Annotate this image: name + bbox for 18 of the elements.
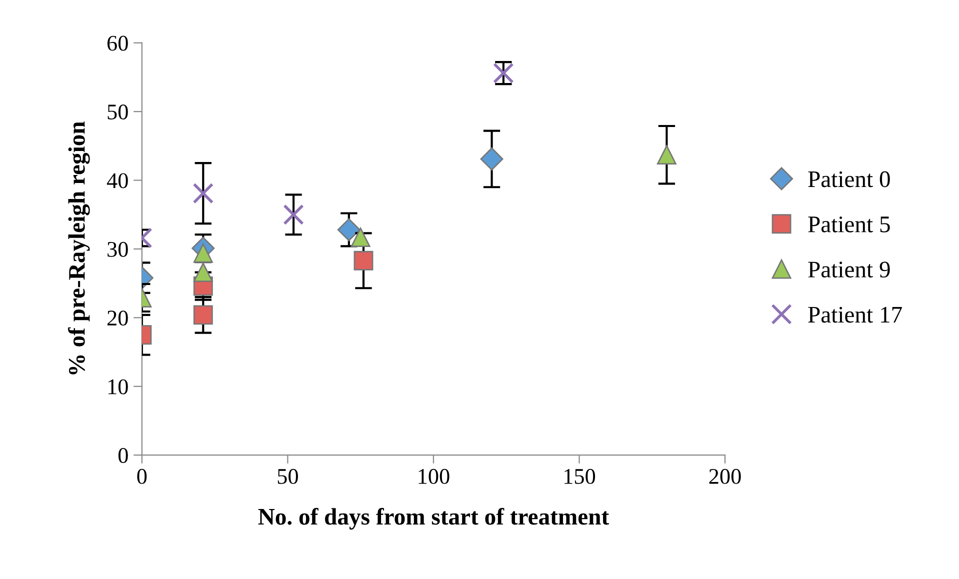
x-tick-label: 50 (278, 468, 298, 484)
y-axis-title: % of pre-Rayleigh region (68, 122, 90, 374)
legend-label: Patient 17 (808, 306, 902, 323)
legend-label: Patient 9 (808, 262, 890, 278)
x-tick-label: 200 (709, 468, 741, 484)
y-tick-label: 50 (108, 104, 128, 120)
y-tick-label: 20 (107, 310, 128, 326)
y-tick-label: 30 (108, 242, 128, 257)
legend-label: Patient 5 (808, 216, 890, 232)
x-tick-label: 100 (418, 468, 450, 484)
y-tick-label: 60 (107, 36, 128, 51)
y-tick-label: 40 (106, 173, 128, 188)
y-tick-label: 10 (108, 379, 128, 394)
x-axis-title: No. of days from start of treatment (258, 508, 609, 530)
y-tick-label: 0 (118, 448, 128, 464)
x-tick-label: 0 (137, 468, 147, 484)
legend-label: Patient 0 (808, 171, 890, 188)
x-tick-label: 150 (564, 468, 596, 484)
